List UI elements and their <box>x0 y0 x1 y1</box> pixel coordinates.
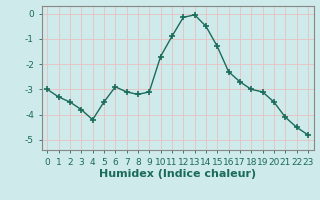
X-axis label: Humidex (Indice chaleur): Humidex (Indice chaleur) <box>99 169 256 179</box>
